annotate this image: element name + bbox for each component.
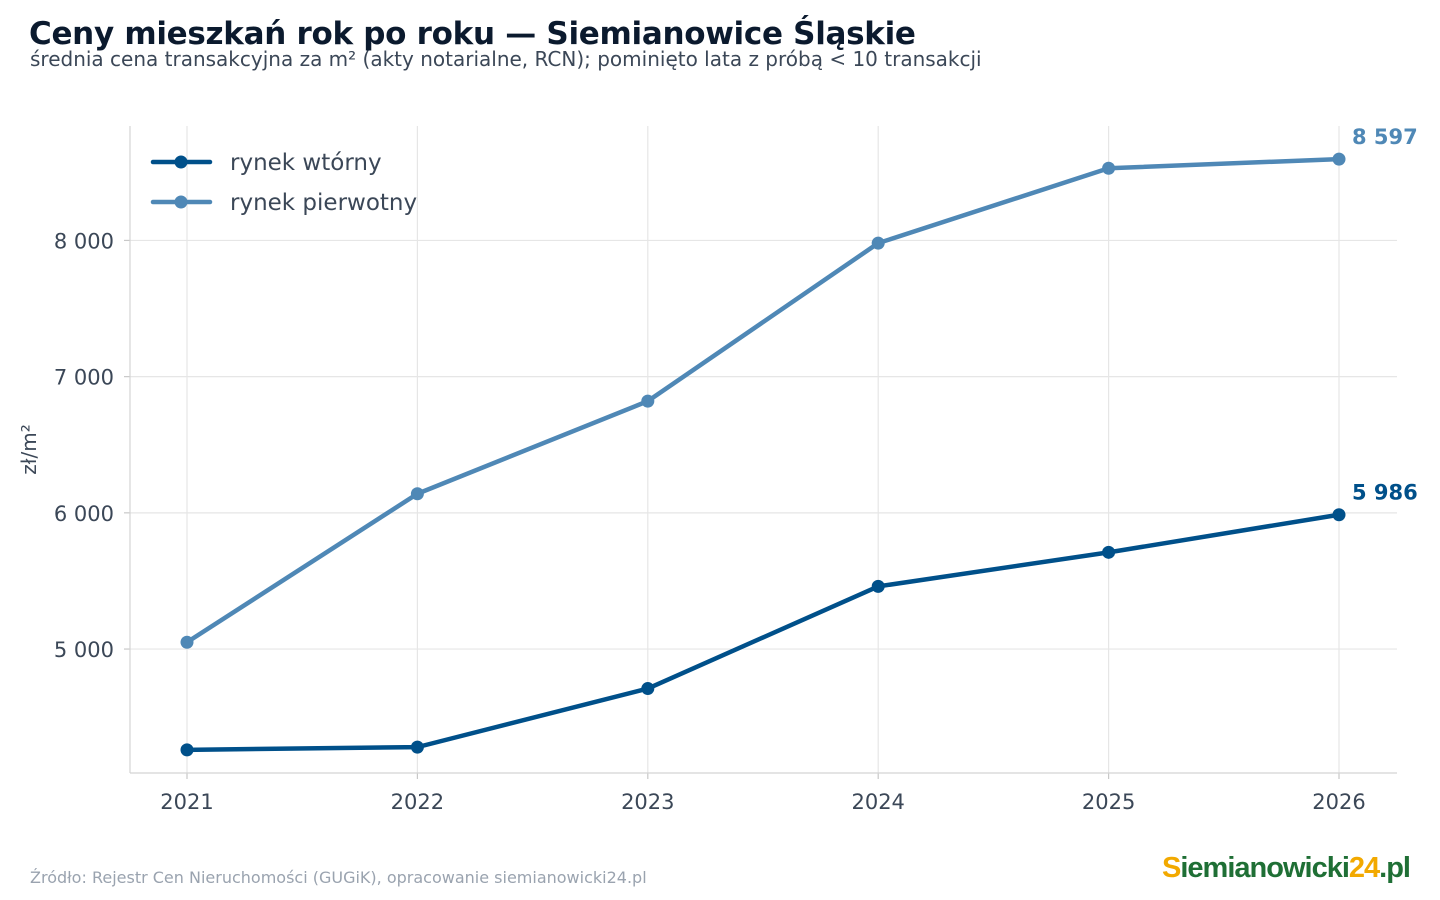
data-point bbox=[180, 743, 194, 757]
x-tick-label: 2025 bbox=[1082, 790, 1135, 814]
x-tick-label: 2021 bbox=[160, 790, 213, 814]
end-value-label: 8 597 bbox=[1352, 125, 1418, 149]
chart-subtitle: średnia cena transakcyjna za m² (akty no… bbox=[30, 47, 982, 71]
series-secondary-market: 5 986 bbox=[180, 481, 1418, 757]
logo-initial: S bbox=[1162, 852, 1181, 884]
source-note: Źródło: Rejestr Cen Nieruchomości (GUGiK… bbox=[30, 868, 647, 887]
logo-name: iemianowicki bbox=[1180, 852, 1350, 884]
data-point bbox=[641, 394, 655, 408]
site-logo[interactable]: Siemianowicki24.pl bbox=[1162, 852, 1411, 885]
data-point bbox=[180, 635, 194, 649]
data-point bbox=[410, 487, 424, 501]
series-line bbox=[184, 512, 1342, 753]
data-point bbox=[410, 740, 424, 754]
legend-entry: rynek pierwotny bbox=[150, 190, 417, 216]
legend-label: rynek wtórny bbox=[230, 150, 382, 176]
x-tick-label: 2023 bbox=[621, 790, 674, 814]
y-tick-label: 5 000 bbox=[54, 638, 114, 662]
legend-marker bbox=[174, 195, 188, 209]
series-primary-market: 8 597 bbox=[180, 125, 1418, 649]
y-tick-label: 6 000 bbox=[54, 502, 114, 526]
y-axis-label: zł/m² bbox=[17, 424, 41, 474]
grid-lines bbox=[130, 126, 1397, 773]
legend-entry: rynek wtórny bbox=[150, 150, 382, 176]
data-point bbox=[1332, 508, 1346, 522]
x-tick-label: 2024 bbox=[851, 790, 904, 814]
data-point bbox=[1332, 152, 1346, 166]
data-point bbox=[871, 236, 885, 250]
data-point bbox=[871, 579, 885, 593]
end-value-label: 5 986 bbox=[1352, 481, 1418, 505]
data-point bbox=[1102, 161, 1116, 175]
y-tick-label: 7 000 bbox=[54, 366, 114, 390]
data-series: 5 986 8 597 bbox=[180, 125, 1418, 757]
axes: 2021 2022 2023 2024 2025 2026 5 000 6 000 7 000 8… bbox=[17, 126, 1397, 814]
series-line bbox=[184, 156, 1342, 645]
data-point bbox=[1102, 545, 1116, 559]
y-tick-label: 8 000 bbox=[54, 229, 114, 253]
chart-title: Ceny mieszkań rok po roku — Siemianowice… bbox=[29, 16, 916, 52]
legend-marker bbox=[174, 155, 188, 169]
legend: rynek wtórny rynek pierwotny bbox=[150, 150, 417, 216]
x-tick-label: 2022 bbox=[391, 790, 444, 814]
x-tick-label: 2026 bbox=[1312, 790, 1365, 814]
logo-domain: .pl bbox=[1379, 852, 1411, 884]
legend-label: rynek pierwotny bbox=[230, 190, 417, 216]
logo-number: 24 bbox=[1348, 852, 1380, 884]
data-point bbox=[641, 682, 655, 696]
